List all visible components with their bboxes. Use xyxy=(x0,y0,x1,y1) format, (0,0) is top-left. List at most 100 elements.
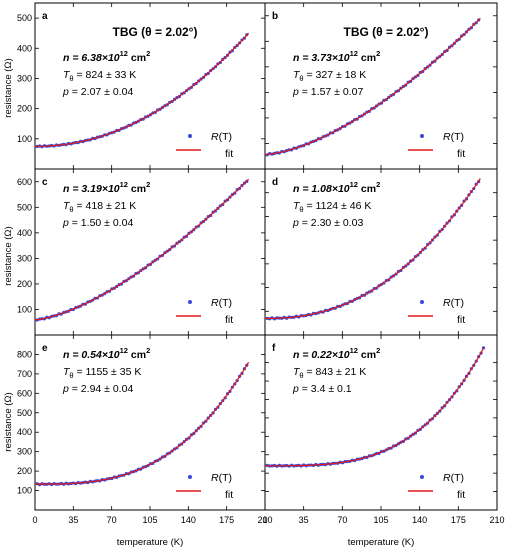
panel-title: TBG (θ = 2.02°) xyxy=(344,25,429,39)
legend-series-symbol: R xyxy=(443,131,451,143)
legend-fit-label: fit xyxy=(457,314,465,326)
y-tick-label: 400 xyxy=(17,228,32,238)
y-tick-label: 100 xyxy=(17,134,32,144)
legend-marker xyxy=(420,475,424,479)
exponent-annotation: p = 2.30 ± 0.03 xyxy=(292,217,363,229)
legend-fit-label: fit xyxy=(225,489,233,501)
density-text: n = 6.38×10 xyxy=(63,52,120,64)
data-series xyxy=(265,346,486,468)
legend-series-symbol: R xyxy=(211,297,219,309)
y-tick-label: 200 xyxy=(17,104,32,114)
density-exponent: 12 xyxy=(350,180,358,189)
legend-series-label: R(T) xyxy=(211,131,232,143)
exponent-value: = 1.50 ± 0.04 xyxy=(69,217,134,229)
density-unit: cm xyxy=(128,183,146,195)
panel-e: 0 35 70 105 140 175 210 100 200 300 400 500 600 700 80… xyxy=(17,334,273,525)
fit-line xyxy=(265,347,485,467)
density-unit: cm xyxy=(358,349,376,361)
y-axis-label: resistance (Ω) xyxy=(3,392,14,451)
x-axis-label: temperature (K) xyxy=(348,537,415,548)
theta-subscript: θ xyxy=(299,205,303,214)
legend-series-label: R(T) xyxy=(211,297,232,309)
theta-temperature-annotation: Tθ = 1124 ± 46 K xyxy=(293,200,371,214)
exponent-annotation: p = 2.07 ± 0.04 xyxy=(62,86,133,98)
density-unit: cm xyxy=(128,52,146,64)
y-tick-label: 200 xyxy=(17,279,32,289)
density-exponent: 12 xyxy=(350,49,358,58)
exponent-annotation: p = 1.50 ± 0.04 xyxy=(62,217,133,229)
y-tick-label: 600 xyxy=(17,388,32,398)
exponent-value: = 3.4 ± 0.1 xyxy=(299,383,352,395)
density-text: n = 3.19×10 xyxy=(63,183,120,195)
panel-label: e xyxy=(42,343,48,354)
y-tick-label: 500 xyxy=(17,13,32,23)
legend-series-label: R(T) xyxy=(211,472,232,484)
legend-fit-label: fit xyxy=(225,314,233,326)
exponent-annotation: p = 1.57 ± 0.07 xyxy=(292,86,363,98)
density-annotation: n = 6.38×1012 cm2 xyxy=(63,49,150,64)
y-axis-label: resistance (Ω) xyxy=(3,58,14,117)
x-tick-label: 105 xyxy=(142,515,157,525)
fit-line xyxy=(34,178,250,321)
panel-c: 100 200 300 400 500 600 c n = 3.19×1012 cm2 Tθ =… xyxy=(17,168,266,336)
x-tick-label: 70 xyxy=(337,515,347,525)
exponent-symbol: p xyxy=(62,86,69,98)
density-exponent: 12 xyxy=(120,346,128,355)
y-axis-label: resistance (Ω) xyxy=(3,226,14,285)
density-unit: cm xyxy=(358,183,376,195)
theta-subscript: θ xyxy=(69,205,73,214)
fit-line xyxy=(35,32,250,147)
x-tick-label: 210 xyxy=(257,515,272,525)
x-tick-label: 105 xyxy=(373,515,388,525)
density-annotation: n = 1.08×1012 cm2 xyxy=(293,180,380,195)
theta-symbol: T xyxy=(293,200,301,212)
theta-subscript: θ xyxy=(299,74,303,83)
panel-label: d xyxy=(272,177,278,188)
y-tick-label: 300 xyxy=(17,447,32,457)
exponent-value: = 2.94 ± 0.04 xyxy=(69,383,134,395)
legend-marker xyxy=(420,134,424,138)
theta-symbol: T xyxy=(63,200,71,212)
legend-series-arg: (T) xyxy=(219,472,232,484)
legend-marker xyxy=(188,134,192,138)
density-unit-exponent: 2 xyxy=(146,49,150,58)
x-axis-label: temperature (K) xyxy=(117,537,184,548)
y-tick-label: 400 xyxy=(17,427,32,437)
panel-a: 100 200 300 400 500 a TBG (θ = 2.02°) n = 6.38×… xyxy=(17,2,266,170)
theta-value: = 1155 ± 35 K xyxy=(74,366,142,378)
y-tick-label: 100 xyxy=(17,486,32,496)
x-tick-label: 35 xyxy=(68,515,78,525)
exponent-symbol: p xyxy=(292,86,299,98)
legend-fit-label: fit xyxy=(457,489,465,501)
x-tick-label: 210 xyxy=(489,515,504,525)
legend-series-arg: (T) xyxy=(451,297,464,309)
legend-series-symbol: R xyxy=(443,472,451,484)
theta-symbol: T xyxy=(63,366,71,378)
density-unit: cm xyxy=(358,52,376,64)
theta-symbol: T xyxy=(63,69,71,81)
legend-marker xyxy=(188,475,192,479)
x-tick-label: 70 xyxy=(107,515,117,525)
exponent-annotation: p = 3.4 ± 0.1 xyxy=(292,383,352,395)
theta-subscript: θ xyxy=(69,371,73,380)
density-unit-exponent: 2 xyxy=(376,346,380,355)
density-unit-exponent: 2 xyxy=(146,180,150,189)
density-text: n = 0.22×10 xyxy=(293,349,350,361)
density-annotation: n = 0.22×1012 cm2 xyxy=(293,346,380,361)
theta-value: = 843 ± 21 K xyxy=(304,366,367,378)
legend-series-arg: (T) xyxy=(451,472,464,484)
y-tick-label: 200 xyxy=(17,466,32,476)
density-annotation: n = 3.19×1012 cm2 xyxy=(63,180,150,195)
density-text: n = 1.08×10 xyxy=(293,183,350,195)
y-tick-label: 300 xyxy=(17,253,32,263)
legend-series-symbol: R xyxy=(211,472,219,484)
legend-series-symbol: R xyxy=(443,297,451,309)
density-annotation: n = 0.54×1012 cm2 xyxy=(63,346,150,361)
density-exponent: 12 xyxy=(120,49,128,58)
fit-line xyxy=(265,17,481,155)
theta-value: = 418 ± 21 K xyxy=(74,200,137,212)
y-tick-label: 800 xyxy=(17,349,32,359)
theta-temperature-annotation: Tθ = 418 ± 21 K xyxy=(63,200,136,214)
legend-series-label: R(T) xyxy=(443,297,464,309)
